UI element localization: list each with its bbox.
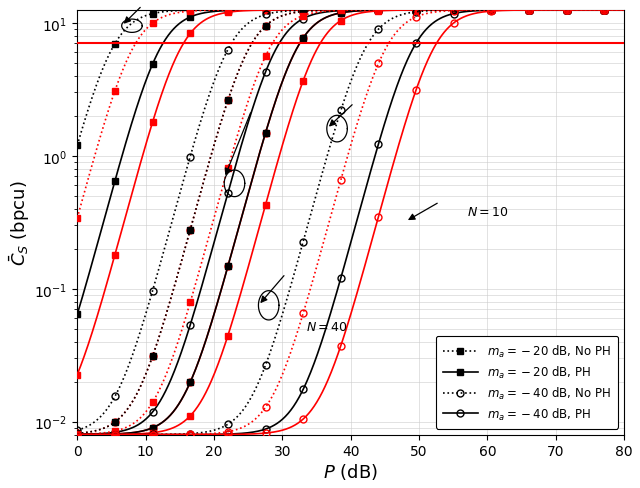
Y-axis label: $\bar{C}_S$ (bpcu): $\bar{C}_S$ (bpcu) <box>7 180 31 265</box>
Text: $N = 40$: $N = 40$ <box>307 321 348 333</box>
Legend: $m_a = -20$ dB, No PH, $m_a = -20$ dB, PH, $m_a = -40$ dB, No PH, $m_a = -40$ dB: $m_a = -20$ dB, No PH, $m_a = -20$ dB, P… <box>436 336 618 429</box>
X-axis label: $P$ (dB): $P$ (dB) <box>323 461 378 481</box>
Text: $N = 10$: $N = 10$ <box>467 205 509 219</box>
